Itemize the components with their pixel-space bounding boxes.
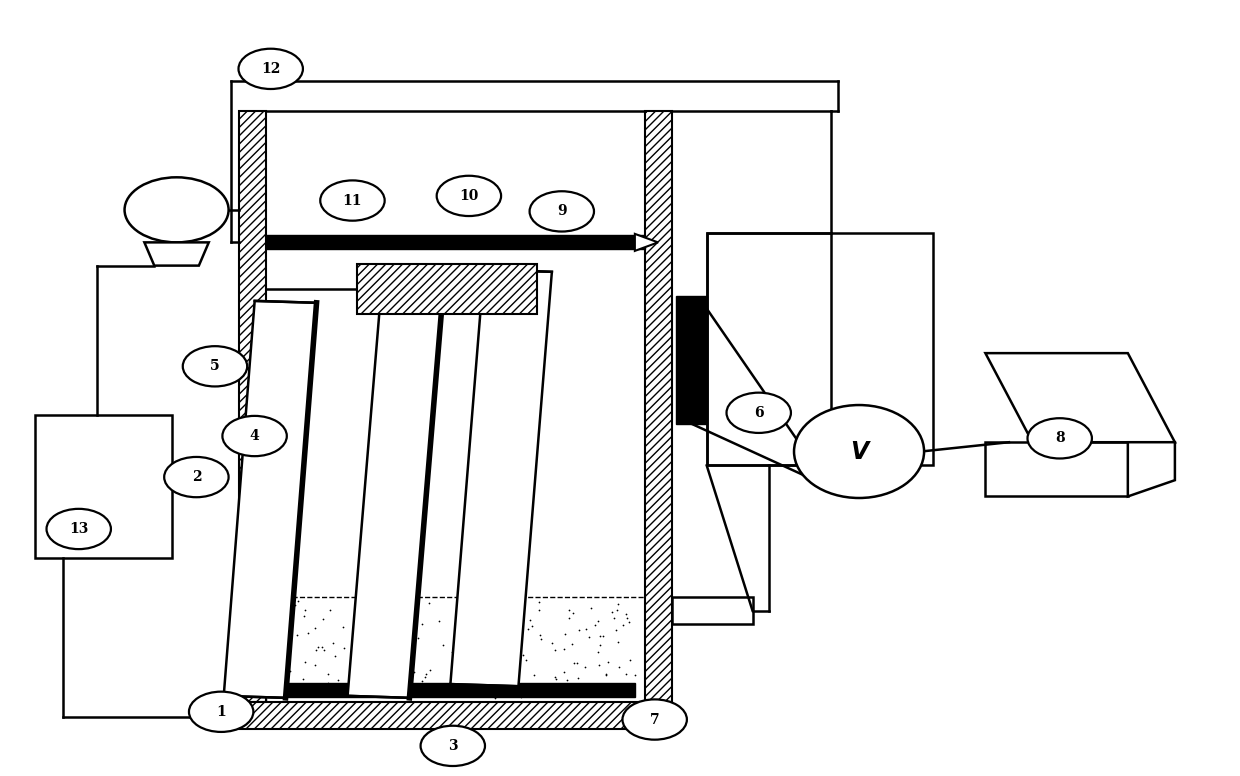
Bar — [265, 235, 645, 249]
Text: 8: 8 — [1055, 431, 1064, 445]
Bar — [986, 442, 1128, 497]
Bar — [357, 264, 537, 314]
Text: 13: 13 — [69, 522, 88, 536]
Bar — [275, 683, 635, 697]
Polygon shape — [144, 242, 208, 265]
Circle shape — [320, 180, 384, 220]
Bar — [238, 702, 672, 729]
Polygon shape — [450, 270, 552, 686]
Bar — [676, 296, 707, 424]
Polygon shape — [223, 301, 316, 698]
Bar — [645, 111, 672, 702]
Bar — [265, 598, 645, 702]
Text: 12: 12 — [262, 62, 280, 76]
Circle shape — [222, 416, 286, 456]
Circle shape — [727, 393, 791, 433]
Circle shape — [1028, 418, 1092, 459]
Text: 6: 6 — [754, 406, 764, 420]
Circle shape — [238, 49, 303, 89]
Polygon shape — [1128, 442, 1174, 497]
Text: 5: 5 — [210, 359, 219, 373]
Text: 9: 9 — [557, 204, 567, 218]
Text: 1: 1 — [216, 705, 226, 719]
Polygon shape — [347, 278, 444, 698]
Circle shape — [124, 177, 228, 242]
Circle shape — [420, 726, 485, 766]
Circle shape — [47, 509, 110, 549]
Text: 7: 7 — [650, 712, 660, 726]
Text: V: V — [849, 439, 868, 463]
Bar — [707, 233, 934, 466]
Polygon shape — [635, 234, 658, 251]
Circle shape — [529, 191, 594, 231]
Circle shape — [188, 691, 253, 732]
Polygon shape — [986, 353, 1174, 442]
Circle shape — [436, 175, 501, 216]
Bar — [36, 415, 171, 559]
Ellipse shape — [794, 405, 924, 498]
Bar — [707, 233, 831, 466]
Circle shape — [622, 699, 687, 740]
Bar — [672, 598, 753, 624]
Bar — [238, 111, 265, 702]
Text: 10: 10 — [459, 189, 479, 203]
Circle shape — [182, 346, 247, 386]
Text: 3: 3 — [448, 739, 458, 753]
Circle shape — [164, 457, 228, 497]
Text: 2: 2 — [192, 470, 201, 484]
Text: 4: 4 — [249, 429, 259, 443]
Text: 11: 11 — [342, 193, 362, 207]
